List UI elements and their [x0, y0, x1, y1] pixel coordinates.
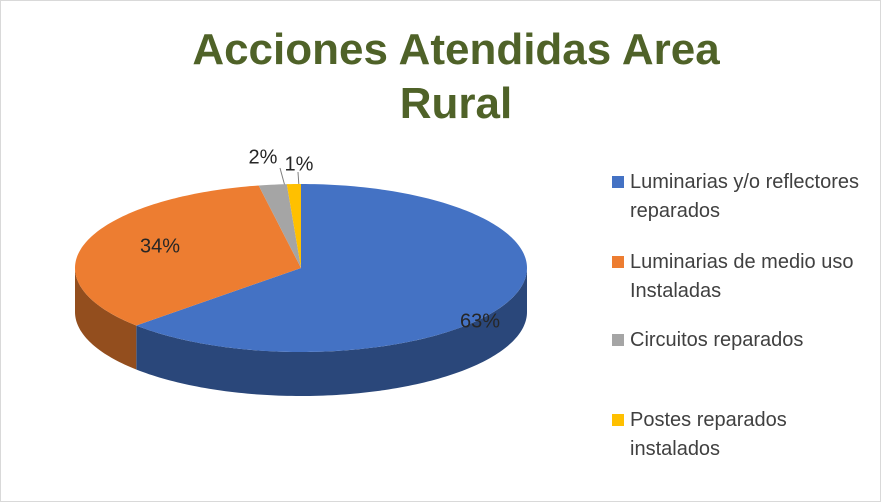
- slice: [258, 184, 301, 268]
- slice: [75, 185, 301, 326]
- legend-swatch: [612, 256, 624, 268]
- data-label: 63%: [460, 310, 500, 332]
- data-label: 34%: [140, 235, 180, 257]
- chart-title: Acciones Atendidas Area Rural: [192, 25, 720, 128]
- slice-side: [75, 268, 137, 370]
- slice-side: [136, 268, 527, 396]
- legend-label: Luminarias de medio uso Instaladas: [630, 251, 854, 302]
- legend-label: Luminarias y/o reflectores reparados: [630, 171, 859, 222]
- legend-swatch: [612, 334, 624, 346]
- legend-label: Circuitos reparados: [630, 329, 804, 351]
- legend-label: Postes reparados instalados: [630, 409, 787, 460]
- data-label: 2%: [249, 146, 278, 168]
- legend-swatch: [612, 176, 624, 188]
- data-label: 1%: [285, 153, 314, 175]
- legend-swatch: [612, 414, 624, 426]
- slice: [286, 184, 301, 268]
- slice: [136, 184, 527, 352]
